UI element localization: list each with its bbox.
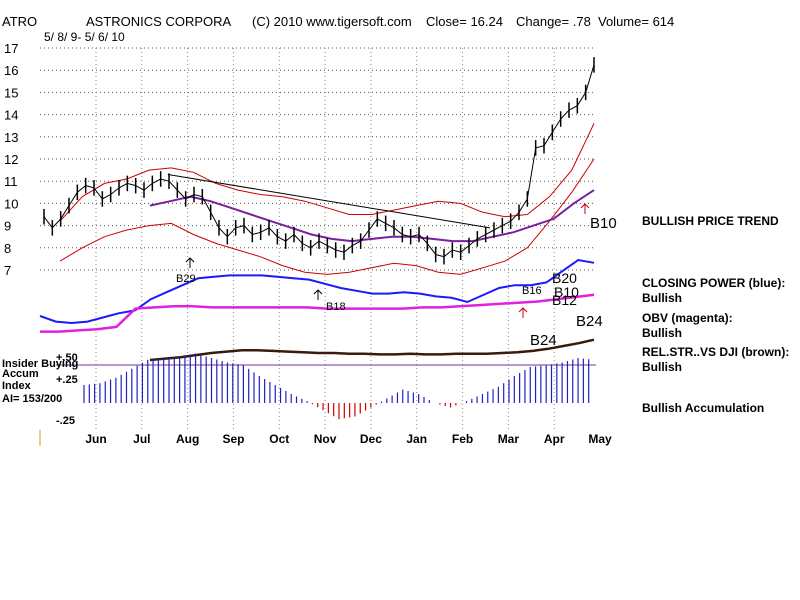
- signal-label: B20: [552, 270, 577, 286]
- chart-series: [39, 57, 595, 420]
- month-label: Jan: [406, 432, 427, 446]
- signal-label: B10: [590, 215, 617, 232]
- y-tick-label: 10: [4, 196, 18, 211]
- month-label: Jun: [85, 432, 106, 446]
- ticker-label: ATRO: [2, 14, 38, 29]
- y-tick-label: 15: [4, 85, 18, 100]
- closing-power-value: Bullish: [642, 291, 683, 305]
- close-line: [43, 64, 595, 258]
- month-label: Nov: [314, 432, 337, 446]
- y-tick-label: 7: [4, 263, 11, 278]
- accum-tick-minus25: -.25: [56, 415, 75, 427]
- month-label: Jul: [133, 432, 150, 446]
- trend-line: [167, 174, 491, 229]
- accum-tick-plus50: +.50: [56, 352, 78, 364]
- signal-label: B16: [522, 285, 542, 297]
- month-label: Feb: [452, 432, 473, 446]
- signal-label: B18: [326, 301, 346, 313]
- buy-arrow: [185, 257, 195, 268]
- y-tick-label: 8: [4, 241, 11, 256]
- signal-label: B24: [576, 313, 603, 330]
- chart-grid: [40, 47, 596, 430]
- change-value: Change= .78: [516, 14, 591, 29]
- month-label: Sep: [222, 432, 244, 446]
- y-tick-label: 14: [4, 108, 18, 123]
- company-name: ASTRONICS CORPORA: [86, 14, 232, 29]
- month-label: Dec: [360, 432, 382, 446]
- rel-strength-title: REL.STR..VS DJI (brown):: [642, 345, 790, 359]
- rel-strength-value: Bullish: [642, 360, 683, 374]
- index-label: Index: [2, 380, 31, 392]
- buy-arrow: [580, 203, 590, 214]
- copyright-text: (C) 2010 www.tigersoft.com: [252, 14, 412, 29]
- upper-band-line: [59, 123, 595, 222]
- insider-buying-label: Insider Buying: [2, 358, 79, 370]
- signal-label: B10: [554, 284, 579, 300]
- month-label: Apr: [544, 432, 565, 446]
- signal-label: B29: [176, 273, 196, 285]
- y-tick-label: 16: [4, 63, 18, 78]
- signal-label: B24: [530, 332, 557, 349]
- trend-label: BULLISH PRICE TREND: [642, 214, 779, 228]
- rel-strength-line: [149, 338, 595, 362]
- date-range: 5/ 8/ 9- 5/ 6/ 10: [44, 30, 125, 44]
- signal-label: B12: [552, 292, 577, 308]
- volume-value: Volume= 614: [598, 14, 675, 29]
- y-tick-label: 11: [4, 174, 18, 189]
- month-label: May: [588, 432, 612, 446]
- buy-arrow: [518, 307, 528, 318]
- obv-title: OBV (magenta):: [642, 311, 733, 325]
- obv-line: [40, 293, 595, 333]
- y-tick-label: 12: [4, 152, 18, 167]
- closing-power-title: CLOSING POWER (blue):: [642, 276, 786, 290]
- month-label: Aug: [176, 432, 199, 446]
- accum-tick-plus25: +.25: [56, 374, 78, 386]
- close-value: Close= 16.24: [426, 14, 503, 29]
- month-label: Mar: [498, 432, 520, 446]
- accumulation-label: Bullish Accumulation: [642, 401, 765, 415]
- month-label: Oct: [269, 432, 289, 446]
- obv-value: Bullish: [642, 326, 683, 340]
- buy-arrow: [313, 289, 323, 300]
- accum-label: Accum: [2, 368, 39, 380]
- y-tick-label: 9: [4, 219, 11, 234]
- moving-average-line: [149, 189, 595, 243]
- chart-axis: 7 8 9 10 11 12 13 14 15 16 17 Jun Jul Aug Sep Oct Nov Dec…: [4, 41, 612, 446]
- y-tick-label: 17: [4, 41, 18, 56]
- lower-band-line: [59, 158, 595, 275]
- y-tick-label: 13: [4, 130, 18, 145]
- ai-score: AI= 153/200: [2, 393, 63, 405]
